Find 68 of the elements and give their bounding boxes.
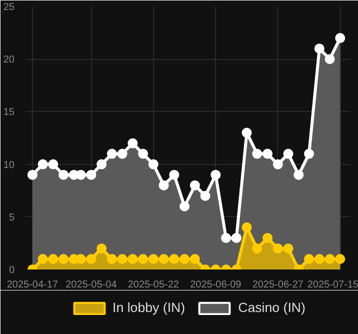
point: [169, 254, 180, 264]
point: [128, 138, 138, 148]
point: [242, 222, 252, 232]
point: [158, 180, 169, 190]
point: [148, 159, 158, 170]
point: [283, 148, 294, 159]
point: [324, 254, 335, 264]
point: [117, 148, 128, 159]
x-tick-label: 2025-04-17: [6, 280, 58, 290]
point: [158, 254, 169, 264]
point: [106, 148, 117, 159]
y-tick-label: 25: [3, 2, 15, 13]
x-tick-label: 2025-06-09: [190, 280, 242, 290]
point: [304, 254, 314, 264]
point: [324, 54, 335, 64]
point: [262, 232, 273, 243]
point: [314, 44, 324, 54]
point: [96, 243, 107, 254]
point: [304, 148, 314, 159]
point: [76, 254, 86, 264]
y-tick-label: 5: [8, 212, 15, 224]
y-tick-label: 15: [3, 107, 15, 118]
x-tick-label: 2025-06-27: [252, 280, 304, 290]
point: [38, 254, 48, 264]
point: [96, 159, 107, 170]
point: [231, 232, 242, 243]
point: [86, 254, 96, 264]
point: [48, 159, 58, 170]
point: [48, 254, 58, 264]
point: [180, 201, 190, 212]
y-tick-label: 10: [3, 160, 15, 171]
point: [27, 170, 38, 180]
point: [314, 254, 324, 264]
y-tick-label: 20: [3, 54, 15, 66]
point: [138, 254, 148, 264]
point: [58, 170, 69, 180]
point: [200, 190, 210, 201]
point: [272, 159, 283, 170]
point: [252, 243, 262, 254]
point: [76, 170, 86, 180]
x-tick-label: 2025-05-22: [128, 280, 180, 290]
point: [262, 148, 273, 159]
point: [169, 170, 180, 180]
point: [190, 180, 200, 190]
point: [221, 232, 232, 243]
point: [117, 254, 128, 264]
point: [106, 254, 117, 264]
point: [252, 148, 262, 159]
point: [58, 254, 69, 264]
point: [242, 128, 252, 138]
point: [190, 254, 200, 264]
point: [86, 170, 96, 180]
point: [38, 159, 48, 170]
point: [294, 170, 304, 180]
point: [283, 243, 294, 254]
point: [180, 254, 190, 264]
y-tick-label: 0: [8, 265, 15, 276]
point: [335, 33, 346, 44]
x-tick-label: 2025-05-04: [66, 280, 118, 290]
legend-label: Casino (IN): [238, 300, 306, 315]
point: [335, 254, 346, 264]
x-tick-label: 2025-07-15: [307, 280, 358, 290]
point: [138, 148, 148, 159]
point: [148, 254, 158, 264]
point: [128, 254, 138, 264]
point: [272, 243, 283, 254]
point: [210, 170, 221, 180]
legend-label: In lobby (IN): [112, 300, 186, 315]
